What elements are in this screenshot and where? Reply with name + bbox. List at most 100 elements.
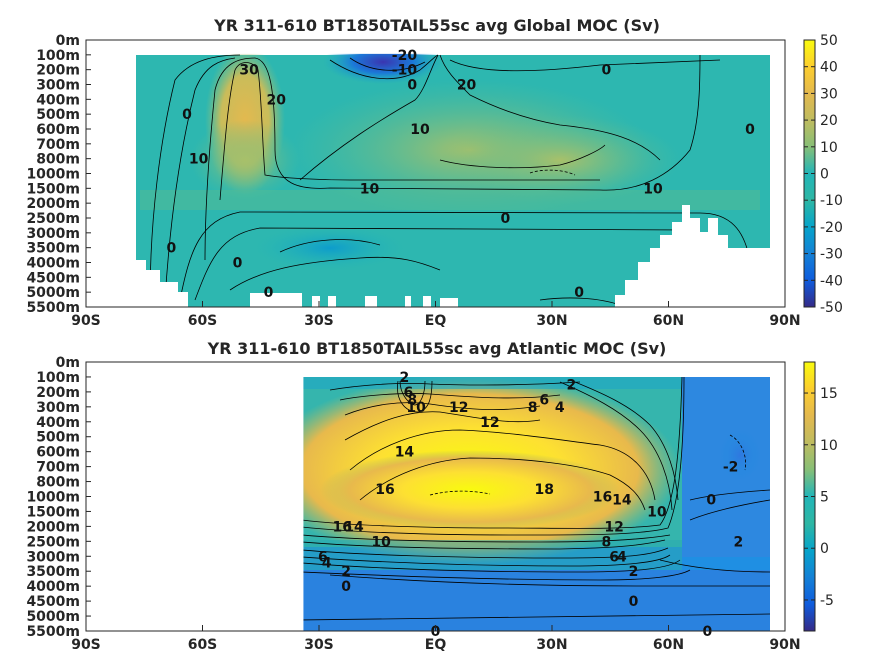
contour-label: 4 bbox=[322, 555, 332, 571]
atlantic-moc-panel: YR 311-610 BT1850TAIL55sc avg Atlantic M… bbox=[26, 339, 837, 653]
x-tick-label: 90S bbox=[71, 313, 101, 329]
contour-label: 0 bbox=[341, 579, 351, 595]
y-tick-label: 800m bbox=[36, 475, 80, 491]
contour-label: 16 bbox=[593, 490, 612, 506]
x-tick-label: 90S bbox=[71, 637, 101, 653]
contour-label: -20 bbox=[392, 48, 418, 64]
global-land-mask bbox=[86, 55, 785, 307]
y-tick-label: 1500m bbox=[26, 181, 80, 197]
colorbar-tick-label: 10 bbox=[820, 438, 838, 454]
global-mid-band bbox=[140, 190, 760, 210]
x-tick-label: 60N bbox=[653, 313, 684, 329]
y-tick-label: 2000m bbox=[26, 196, 80, 212]
contour-label: 2 bbox=[341, 564, 351, 580]
contour-label: 0 bbox=[233, 256, 243, 272]
colorbar-tick-label: 40 bbox=[820, 60, 838, 76]
y-tick-label: 200m bbox=[36, 385, 80, 401]
y-tick-label: 1000m bbox=[26, 490, 80, 506]
contour-label: 10 bbox=[406, 400, 426, 416]
colorbar-tick-label: -30 bbox=[820, 247, 843, 263]
y-tick-label: 2500m bbox=[26, 211, 80, 227]
x-tick-label: 30N bbox=[536, 313, 567, 329]
contour-label: 0 bbox=[431, 624, 441, 640]
global-colorbar-ticks: 50 40 30 20 10 0 -10 -20 -30 -40 -50 bbox=[804, 33, 843, 316]
contour-label: 4 bbox=[555, 400, 565, 416]
y-tick-label: 600m bbox=[36, 445, 80, 461]
x-tick-label: EQ bbox=[425, 313, 447, 329]
contour-label: 2 bbox=[400, 370, 410, 386]
contour-label: 0 bbox=[702, 624, 712, 640]
y-tick-label: 3500m bbox=[26, 241, 80, 257]
y-tick-label: 5000m bbox=[26, 609, 80, 625]
global-nh-cell bbox=[440, 115, 680, 205]
x-tick-label: 90N bbox=[769, 637, 800, 653]
contour-label: 10 bbox=[410, 122, 430, 138]
atlantic-y-axis: 0m100m200m300m400m500m600m700m800m1000m1… bbox=[26, 355, 91, 640]
y-tick-label: 1000m bbox=[26, 167, 80, 183]
colorbar-tick-label: -5 bbox=[820, 593, 834, 609]
contour-label: 20 bbox=[457, 78, 477, 94]
contour-label: 12 bbox=[480, 415, 499, 431]
contour-label: 0 bbox=[501, 211, 511, 227]
contour-label: 14 bbox=[344, 519, 364, 535]
contour-label: 10 bbox=[360, 181, 380, 197]
colorbar-tick-label: 0 bbox=[820, 167, 829, 183]
atlantic-land-mask bbox=[86, 362, 785, 631]
contour-label: 0 bbox=[407, 78, 417, 94]
contour-label: -2 bbox=[723, 460, 739, 476]
global-field bbox=[136, 53, 771, 307]
contour-label: 30 bbox=[239, 63, 259, 79]
y-tick-label: 2500m bbox=[26, 534, 80, 550]
colorbar-tick-label: 10 bbox=[820, 140, 838, 156]
y-tick-label: 300m bbox=[36, 78, 80, 94]
contour-label: 2 bbox=[629, 564, 639, 580]
y-tick-label: 4500m bbox=[26, 594, 80, 610]
y-tick-label: 1500m bbox=[26, 504, 80, 520]
y-tick-label: 0m bbox=[56, 355, 80, 371]
contour-label: 10 bbox=[643, 181, 663, 197]
y-tick-label: 600m bbox=[36, 122, 80, 138]
atlantic-field bbox=[303, 375, 771, 631]
colorbar-tick-label: 30 bbox=[820, 86, 838, 102]
contour-label: 10 bbox=[189, 152, 209, 168]
atlantic-contour-lines bbox=[303, 376, 771, 621]
colorbar-tick-label: 5 bbox=[820, 490, 829, 506]
y-tick-label: 5000m bbox=[26, 285, 80, 301]
x-tick-label: EQ bbox=[425, 637, 447, 653]
global-chart-title: YR 311-610 BT1850TAIL55sc avg Global MOC… bbox=[213, 16, 660, 35]
y-tick-label: 700m bbox=[36, 460, 80, 476]
x-tick-label: 30S bbox=[304, 313, 334, 329]
y-tick-label: 5500m bbox=[26, 624, 80, 640]
y-tick-label: 3500m bbox=[26, 564, 80, 580]
x-tick-label: 30S bbox=[304, 637, 334, 653]
contour-label: 6 bbox=[403, 385, 413, 401]
y-tick-label: 4000m bbox=[26, 256, 80, 272]
y-tick-label: 0m bbox=[56, 33, 80, 49]
atlantic-chart-title: YR 311-610 BT1850TAIL55sc avg Atlantic M… bbox=[207, 339, 667, 358]
atlantic-colorbar-ticks: 15 10 5 0 -5 bbox=[804, 386, 838, 609]
contour-label: 0 bbox=[629, 594, 639, 610]
contour-label: 2 bbox=[734, 534, 744, 550]
global-moc-panel: YR 311-610 BT1850TAIL55sc avg Global MOC… bbox=[26, 16, 842, 329]
global-southern-shoulder bbox=[190, 120, 300, 200]
colorbar-tick-label: -20 bbox=[820, 220, 843, 236]
y-tick-label: 300m bbox=[36, 400, 80, 416]
global-dashed-contour bbox=[529, 169, 576, 176]
y-tick-label: 400m bbox=[36, 92, 80, 108]
colorbar-tick-label: 0 bbox=[820, 541, 829, 557]
contour-label: 0 bbox=[167, 241, 177, 257]
y-tick-label: 3000m bbox=[26, 549, 80, 565]
colorbar-tick-label: 15 bbox=[820, 386, 838, 402]
contour-label: 10 bbox=[647, 504, 667, 520]
y-tick-label: 2000m bbox=[26, 519, 80, 535]
contour-label: 10 bbox=[371, 534, 391, 550]
global-equatorial-cell bbox=[323, 53, 443, 84]
contour-label: 4 bbox=[617, 549, 627, 565]
contour-label: 8 bbox=[601, 534, 611, 550]
y-tick-label: 500m bbox=[36, 430, 80, 446]
y-tick-label: 200m bbox=[36, 63, 80, 79]
contour-label: 18 bbox=[534, 482, 553, 498]
atlantic-surface-band bbox=[303, 377, 682, 389]
